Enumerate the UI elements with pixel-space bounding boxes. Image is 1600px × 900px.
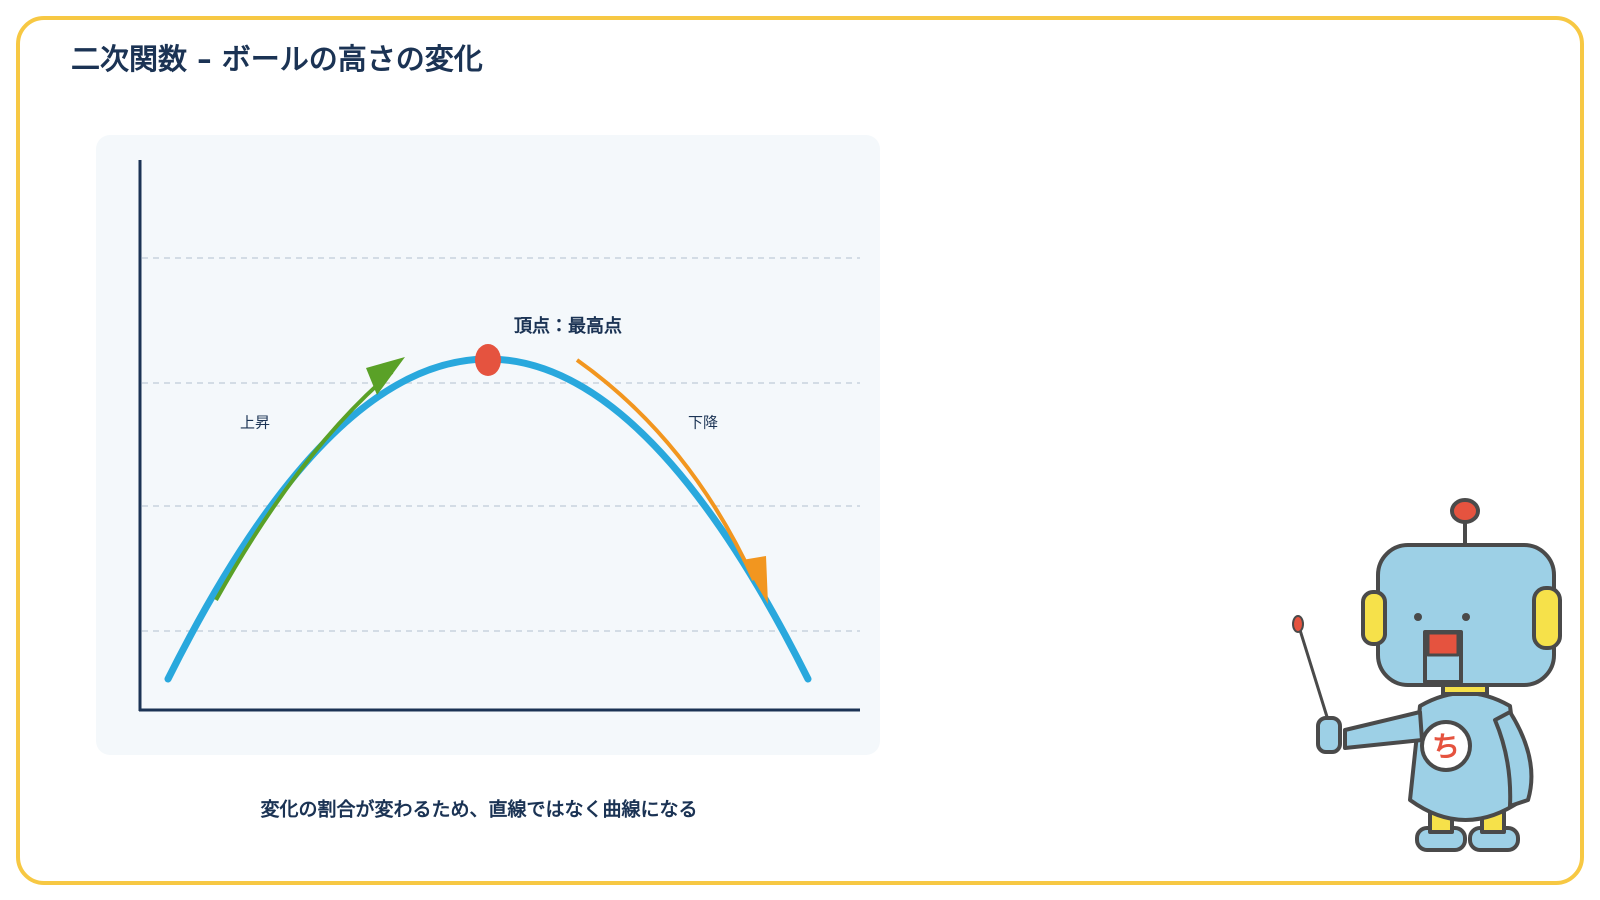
robot-emblem: ち [1432, 730, 1460, 763]
fall-label: 下降 [688, 414, 718, 432]
rise-arrowhead [366, 357, 405, 395]
rise-label: 上昇 [240, 414, 270, 432]
fall-arrow [575, 358, 756, 581]
grid [142, 257, 860, 632]
title: 二次関数 – ボールの高さの変化 [71, 42, 483, 76]
robot-mascot: ち [1292, 498, 1562, 852]
plot-panel [96, 135, 880, 755]
vertex-label: 頂点：最高点 [514, 315, 622, 337]
fall-arrowhead [742, 556, 768, 604]
caption: 変化の割合が変わるため、直線ではなく曲線になる [260, 798, 697, 821]
vertex-point [475, 344, 501, 376]
rise-arrow [214, 370, 394, 601]
